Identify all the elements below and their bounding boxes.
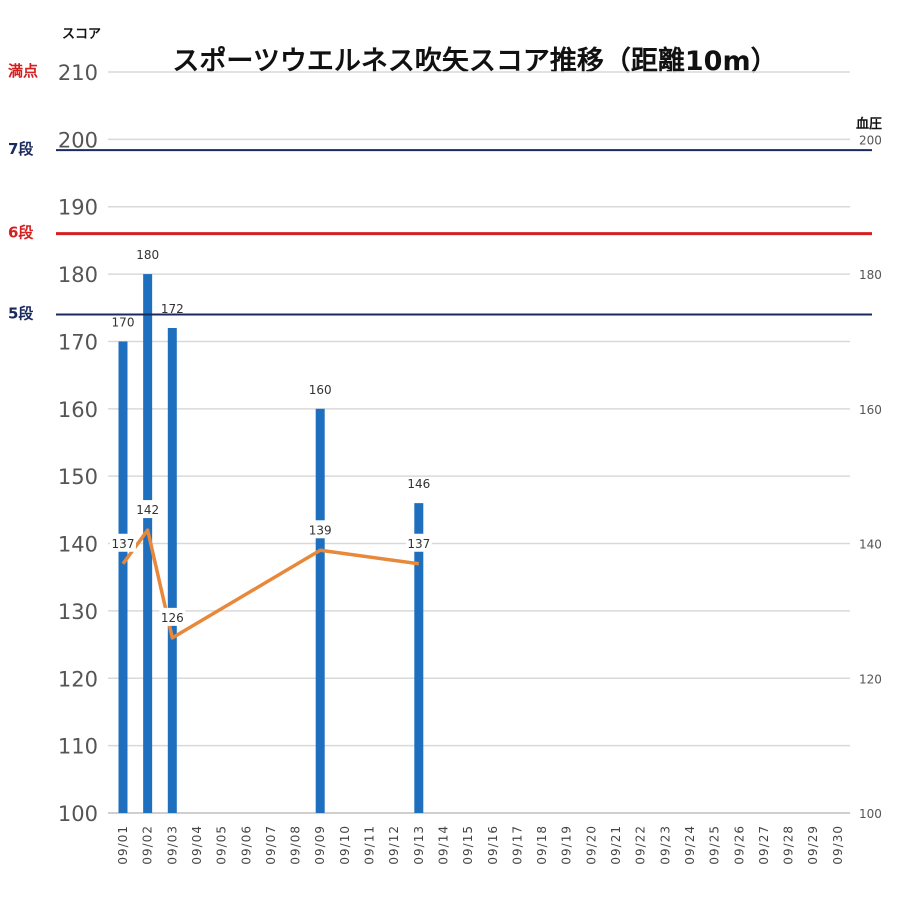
x-tick-label: 09/23: [658, 825, 672, 865]
x-tick-label: 09/09: [313, 825, 327, 865]
y-axis-right-ticks: 100 120 140 160 180 200: [859, 133, 882, 821]
y-tick-right: 120: [859, 672, 882, 686]
x-tick-label: 09/03: [165, 825, 179, 865]
y-axis-right-label: 血圧: [856, 116, 882, 132]
reference-label: 5段: [8, 305, 33, 323]
y-tick-left: 130: [58, 600, 98, 624]
bar: [143, 274, 153, 813]
x-tick-label: 09/25: [708, 825, 722, 865]
line-label-bg: [110, 533, 136, 552]
y-tick-left: 170: [58, 330, 98, 354]
line-label-bg: [405, 533, 432, 552]
x-tick-label: 09/26: [732, 825, 746, 865]
x-tick-label: 09/10: [338, 825, 352, 865]
line-series: [121, 528, 420, 640]
x-tick-label: 09/01: [116, 825, 130, 865]
x-tick-label: 09/27: [757, 825, 771, 865]
x-tick-label: 09/12: [387, 825, 401, 865]
line-data-label: 139: [309, 523, 332, 537]
bar-data-label: 146: [407, 477, 430, 491]
x-tick-label: 09/21: [609, 825, 623, 865]
y-tick-left: 160: [58, 398, 98, 422]
line-data-label: 137: [407, 537, 430, 551]
gridlines: [108, 71, 850, 814]
line-label-bg: [134, 500, 161, 519]
line-label-bg: [307, 520, 334, 539]
y-axis-left-label: スコア: [62, 27, 101, 42]
line-label-bg: [159, 607, 186, 626]
y-tick-left: 150: [58, 465, 98, 489]
x-tick-label: 09/22: [634, 825, 648, 865]
x-tick-label: 09/08: [289, 825, 303, 865]
reference-lines: 満点 7段 6段 5段: [8, 62, 872, 323]
y-tick-right: 200: [859, 133, 882, 147]
bar-data-label: 160: [309, 383, 332, 397]
y-tick-left: 140: [58, 533, 98, 557]
x-tick-label: 09/11: [363, 825, 377, 865]
x-tick-label: 09/20: [584, 825, 598, 865]
bar-data-label: 172: [161, 302, 184, 316]
y-axis-left-ticks: 100 110 120 130 140 150 160 170 180 190 200 210: [58, 61, 98, 826]
y-tick-left: 180: [58, 263, 98, 287]
line-data-label: 137: [112, 537, 135, 551]
bar-data-label: 170: [112, 315, 135, 329]
y-tick-right: 160: [859, 403, 882, 417]
y-tick-right: 180: [859, 268, 882, 282]
reference-label: 満点: [8, 62, 38, 80]
x-tick-label: 09/13: [412, 825, 426, 865]
x-tick-label: 09/24: [683, 825, 697, 865]
x-tick-label: 09/07: [264, 825, 278, 865]
x-tick-label: 09/28: [782, 825, 796, 865]
y-tick-right: 100: [859, 807, 882, 821]
bar: [315, 408, 325, 813]
y-tick-left: 200: [58, 128, 98, 152]
y-tick-right: 140: [859, 538, 882, 552]
x-tick-label: 09/04: [190, 825, 204, 865]
x-tick-label: 09/05: [215, 825, 229, 865]
data-labels: 170 180 172 160 146 137 142 126 139 137: [110, 248, 432, 626]
line-path: [121, 528, 420, 640]
line-data-label: 142: [136, 503, 159, 517]
bar-series: [118, 274, 424, 813]
y-tick-left: 210: [58, 61, 98, 85]
x-tick-label: 09/17: [510, 825, 524, 865]
x-tick-label: 09/29: [806, 825, 820, 865]
x-tick-label: 09/06: [239, 825, 253, 865]
y-tick-left: 120: [58, 667, 98, 691]
x-tick-label: 09/18: [535, 825, 549, 865]
y-tick-left: 190: [58, 196, 98, 220]
x-axis-ticks: 09/01 09/02 09/03 09/04 09/05 09/06 09/07 09/08…: [116, 825, 845, 865]
reference-label: 6段: [8, 224, 33, 242]
bar: [414, 503, 424, 813]
y-tick-left: 100: [58, 802, 98, 826]
x-tick-label: 09/30: [831, 825, 845, 865]
bar: [118, 341, 128, 813]
bar-data-label: 180: [136, 248, 159, 262]
x-tick-label: 09/02: [141, 825, 155, 865]
x-tick-label: 09/14: [436, 825, 450, 865]
y-tick-left: 110: [58, 735, 98, 759]
line-data-label: 126: [161, 611, 184, 625]
reference-label: 7段: [8, 140, 33, 158]
x-tick-label: 09/15: [461, 825, 475, 865]
bar: [167, 327, 177, 813]
x-tick-label: 09/16: [486, 825, 500, 865]
x-tick-label: 09/19: [560, 825, 574, 865]
